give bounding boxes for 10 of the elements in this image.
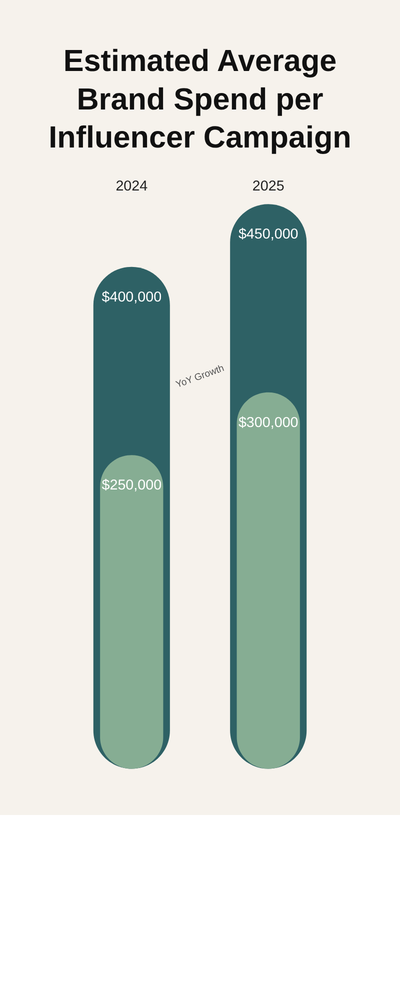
data-label: $300,000	[238, 414, 298, 431]
bar	[236, 392, 300, 769]
annotation: YoY Growth	[174, 362, 226, 391]
data-label: $250,000	[102, 478, 162, 494]
x-tick-label: 2024	[116, 178, 148, 194]
chart-title: Estimated Average Brand Spend per Influencer Campaign	[48, 44, 352, 155]
bar	[100, 455, 164, 769]
data-label: $450,000	[238, 226, 298, 243]
data-label: $400,000	[102, 289, 162, 306]
x-tick-label: 2025	[252, 178, 284, 194]
